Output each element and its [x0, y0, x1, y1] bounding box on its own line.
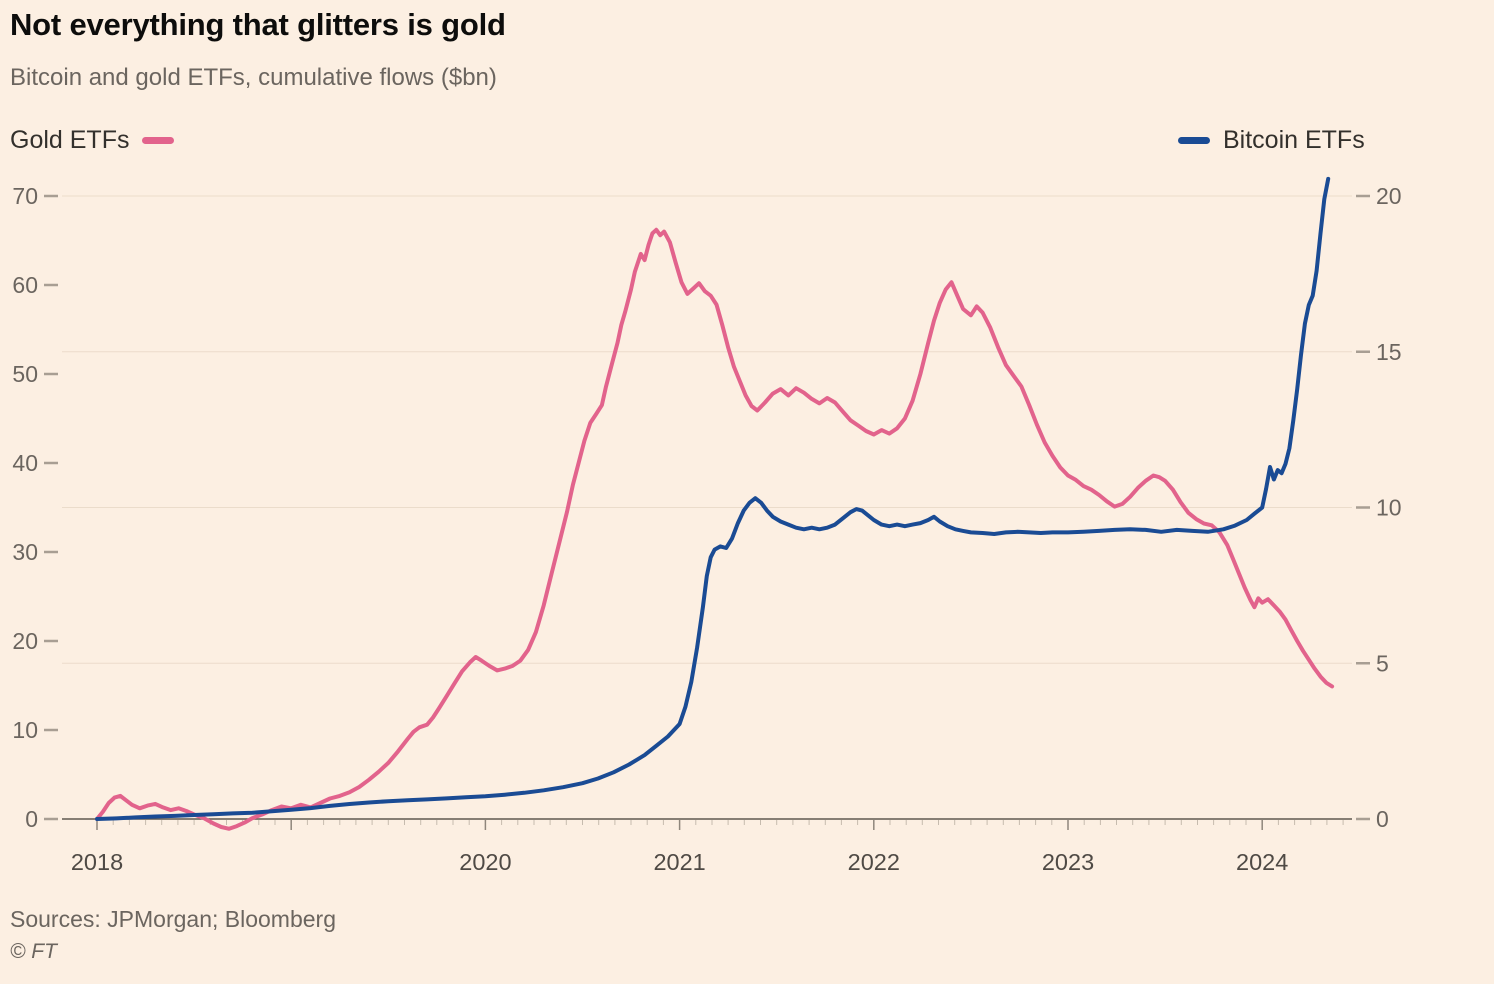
legend-bitcoin: Bitcoin ETFs	[1178, 126, 1365, 155]
chart-subtitle: Bitcoin and gold ETFs, cumulative flows …	[10, 64, 497, 91]
svg-text:60: 60	[12, 272, 38, 298]
svg-text:40: 40	[12, 450, 38, 476]
line-chart: 0 10 20 30 40 50 60 70 0 5 10 15 20 2018 2020 2021 2022 2…	[12, 176, 1402, 875]
gold-line-swatch-icon	[142, 137, 175, 144]
legend-bitcoin-label: Bitcoin ETFs	[1223, 126, 1365, 154]
svg-text:2022: 2022	[848, 849, 900, 875]
svg-text:20: 20	[12, 628, 38, 654]
svg-text:5: 5	[1376, 650, 1389, 676]
svg-text:10: 10	[1376, 495, 1402, 521]
sources-note: Sources: JPMorgan; Bloomberg	[10, 906, 336, 932]
legend-gold: Gold ETFs	[10, 126, 175, 155]
svg-text:70: 70	[12, 183, 38, 209]
svg-text:2023: 2023	[1042, 849, 1094, 875]
svg-text:30: 30	[12, 539, 38, 565]
ft-copyright: © FT	[10, 940, 57, 963]
svg-text:2024: 2024	[1236, 849, 1288, 875]
chart-title: Not everything that glitters is gold	[10, 7, 506, 42]
svg-text:0: 0	[25, 806, 38, 832]
svg-text:2018: 2018	[71, 849, 123, 875]
svg-text:2020: 2020	[459, 849, 511, 875]
svg-text:0: 0	[1376, 806, 1389, 832]
svg-text:20: 20	[1376, 183, 1402, 209]
svg-text:15: 15	[1376, 339, 1402, 365]
svg-text:10: 10	[12, 717, 38, 743]
svg-text:2021: 2021	[653, 849, 705, 875]
legend-gold-label: Gold ETFs	[10, 126, 130, 154]
bitcoin-line-swatch-icon	[1178, 137, 1210, 144]
svg-text:50: 50	[12, 361, 38, 387]
